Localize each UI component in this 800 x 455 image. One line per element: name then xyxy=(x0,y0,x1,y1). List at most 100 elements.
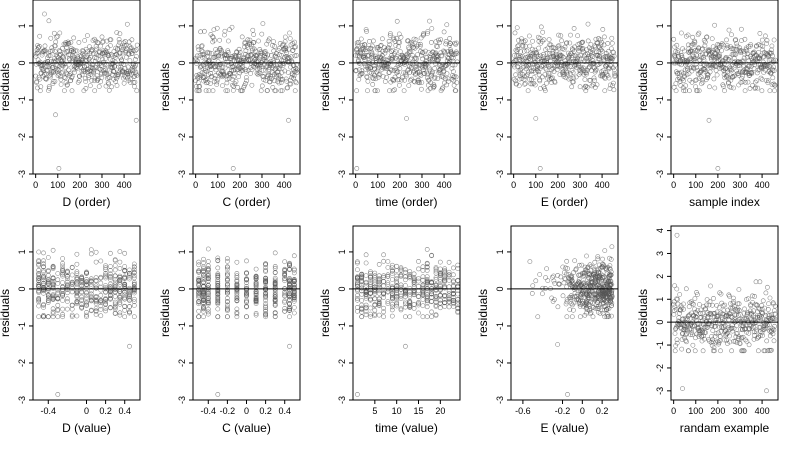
data-point xyxy=(89,47,95,52)
data-point xyxy=(733,51,739,57)
data-point xyxy=(122,268,128,274)
data-point xyxy=(512,64,517,70)
y-tick-label: 0 xyxy=(177,60,187,65)
x-tick-label: 100 xyxy=(528,180,543,190)
data-point xyxy=(420,303,426,309)
data-point xyxy=(727,333,732,339)
data-point xyxy=(603,278,609,284)
data-point xyxy=(686,348,691,354)
x-tick-label: 10 xyxy=(392,406,402,416)
data-point xyxy=(231,83,237,89)
data-point xyxy=(426,77,432,83)
y-tick-label: -2 xyxy=(495,133,505,141)
data-point xyxy=(521,39,527,45)
data-point xyxy=(293,79,298,84)
data-point xyxy=(538,59,544,64)
data-point xyxy=(74,276,80,282)
data-point xyxy=(600,264,605,270)
data-point xyxy=(527,259,533,264)
data-point xyxy=(754,335,760,341)
data-point xyxy=(743,322,749,328)
data-point xyxy=(411,45,416,50)
data-point xyxy=(276,45,282,51)
data-point xyxy=(47,85,52,91)
data-point xyxy=(564,314,570,320)
data-point xyxy=(131,261,137,267)
data-point xyxy=(396,44,401,50)
data-point xyxy=(36,262,42,268)
data-point xyxy=(731,338,737,344)
data-point xyxy=(282,272,288,278)
data-point xyxy=(584,300,590,306)
data-point xyxy=(681,88,687,94)
data-point xyxy=(722,69,728,75)
data-point xyxy=(82,76,88,81)
data-point xyxy=(84,314,89,320)
data-point xyxy=(712,54,718,60)
data-point xyxy=(610,83,616,88)
data-point xyxy=(291,266,297,272)
data-point xyxy=(45,268,51,273)
data-point xyxy=(390,88,396,94)
data-point xyxy=(367,39,372,44)
data-point xyxy=(127,304,132,309)
data-point xyxy=(253,279,259,285)
data-point xyxy=(420,274,426,280)
data-point xyxy=(453,88,459,94)
data-point xyxy=(727,55,733,60)
data-point xyxy=(571,75,576,81)
data-point xyxy=(550,48,556,54)
data-point xyxy=(560,264,566,270)
data-point xyxy=(51,69,56,74)
data-point xyxy=(371,38,376,44)
data-point xyxy=(444,82,449,88)
data-point xyxy=(556,281,562,287)
data-point xyxy=(244,277,249,283)
data-point xyxy=(75,79,81,85)
data-point xyxy=(411,276,417,282)
data-point xyxy=(759,77,765,82)
data-point xyxy=(584,292,590,297)
data-point xyxy=(108,250,113,256)
data-point xyxy=(711,76,717,82)
data-point xyxy=(770,68,776,73)
data-point xyxy=(211,27,217,33)
data-point xyxy=(699,47,705,52)
data-point xyxy=(232,81,238,87)
data-point xyxy=(544,80,549,86)
data-point xyxy=(230,166,236,171)
points-group xyxy=(33,11,140,171)
data-point xyxy=(388,79,394,85)
data-point xyxy=(689,301,695,306)
data-point xyxy=(387,33,393,38)
data-point xyxy=(97,67,103,72)
data-point xyxy=(709,334,714,339)
data-point xyxy=(611,53,617,59)
data-point xyxy=(65,299,70,304)
data-point xyxy=(426,60,432,65)
data-point xyxy=(90,47,95,53)
data-point xyxy=(199,43,205,49)
data-point xyxy=(612,73,618,78)
data-point xyxy=(111,69,117,75)
data-point xyxy=(221,69,226,75)
data-point xyxy=(243,67,249,73)
data-point xyxy=(205,49,210,55)
data-point xyxy=(195,74,201,80)
data-point xyxy=(719,41,725,46)
data-point xyxy=(718,291,724,297)
data-point xyxy=(589,83,595,89)
x-axis-label: E (order) xyxy=(541,195,588,209)
y-tick-label: -3 xyxy=(177,396,187,404)
data-point xyxy=(245,52,251,58)
data-point xyxy=(64,41,70,47)
data-point xyxy=(122,289,128,295)
data-point xyxy=(512,30,518,36)
data-point xyxy=(772,82,778,88)
data-point xyxy=(205,311,211,317)
data-point xyxy=(47,73,53,79)
data-point xyxy=(528,57,533,62)
data-point xyxy=(518,67,523,73)
data-point xyxy=(60,314,65,320)
data-point xyxy=(94,46,100,52)
